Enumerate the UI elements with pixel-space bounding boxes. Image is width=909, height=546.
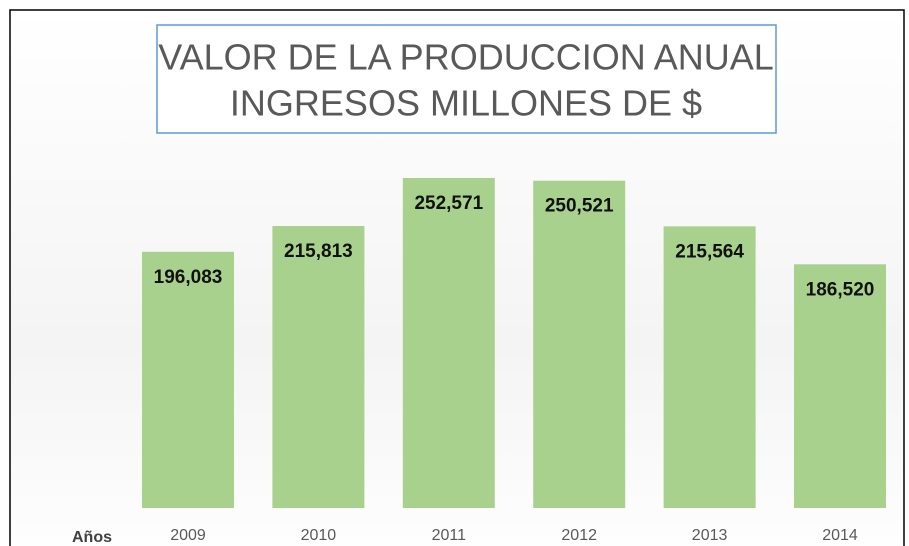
value-label: 215,813 xyxy=(284,241,353,262)
value-label: 252,571 xyxy=(414,193,483,214)
x-tick-label: 2012 xyxy=(561,527,597,544)
chart-title: INGRESOS MILLONES DE $ xyxy=(230,83,702,124)
bar xyxy=(794,264,886,508)
bar xyxy=(142,251,234,508)
x-tick-label: 2009 xyxy=(170,527,206,544)
bar xyxy=(402,178,495,508)
title-box xyxy=(156,24,777,134)
bar xyxy=(272,226,365,508)
chart-title: VALOR DE LA PRODUCCION ANUAL xyxy=(158,37,774,78)
value-label: 186,520 xyxy=(806,279,875,300)
bar xyxy=(533,180,626,508)
value-label: 215,564 xyxy=(675,241,744,262)
value-label: 196,083 xyxy=(154,267,223,288)
x-tick-label: 2011 xyxy=(432,527,467,544)
x-tick-label: 2013 xyxy=(692,527,728,544)
x-axis-label: Años xyxy=(72,529,112,546)
bar xyxy=(663,226,756,508)
x-tick-label: 2014 xyxy=(822,527,858,544)
x-tick-label: 2010 xyxy=(301,527,337,544)
value-label: 250,521 xyxy=(545,196,614,217)
